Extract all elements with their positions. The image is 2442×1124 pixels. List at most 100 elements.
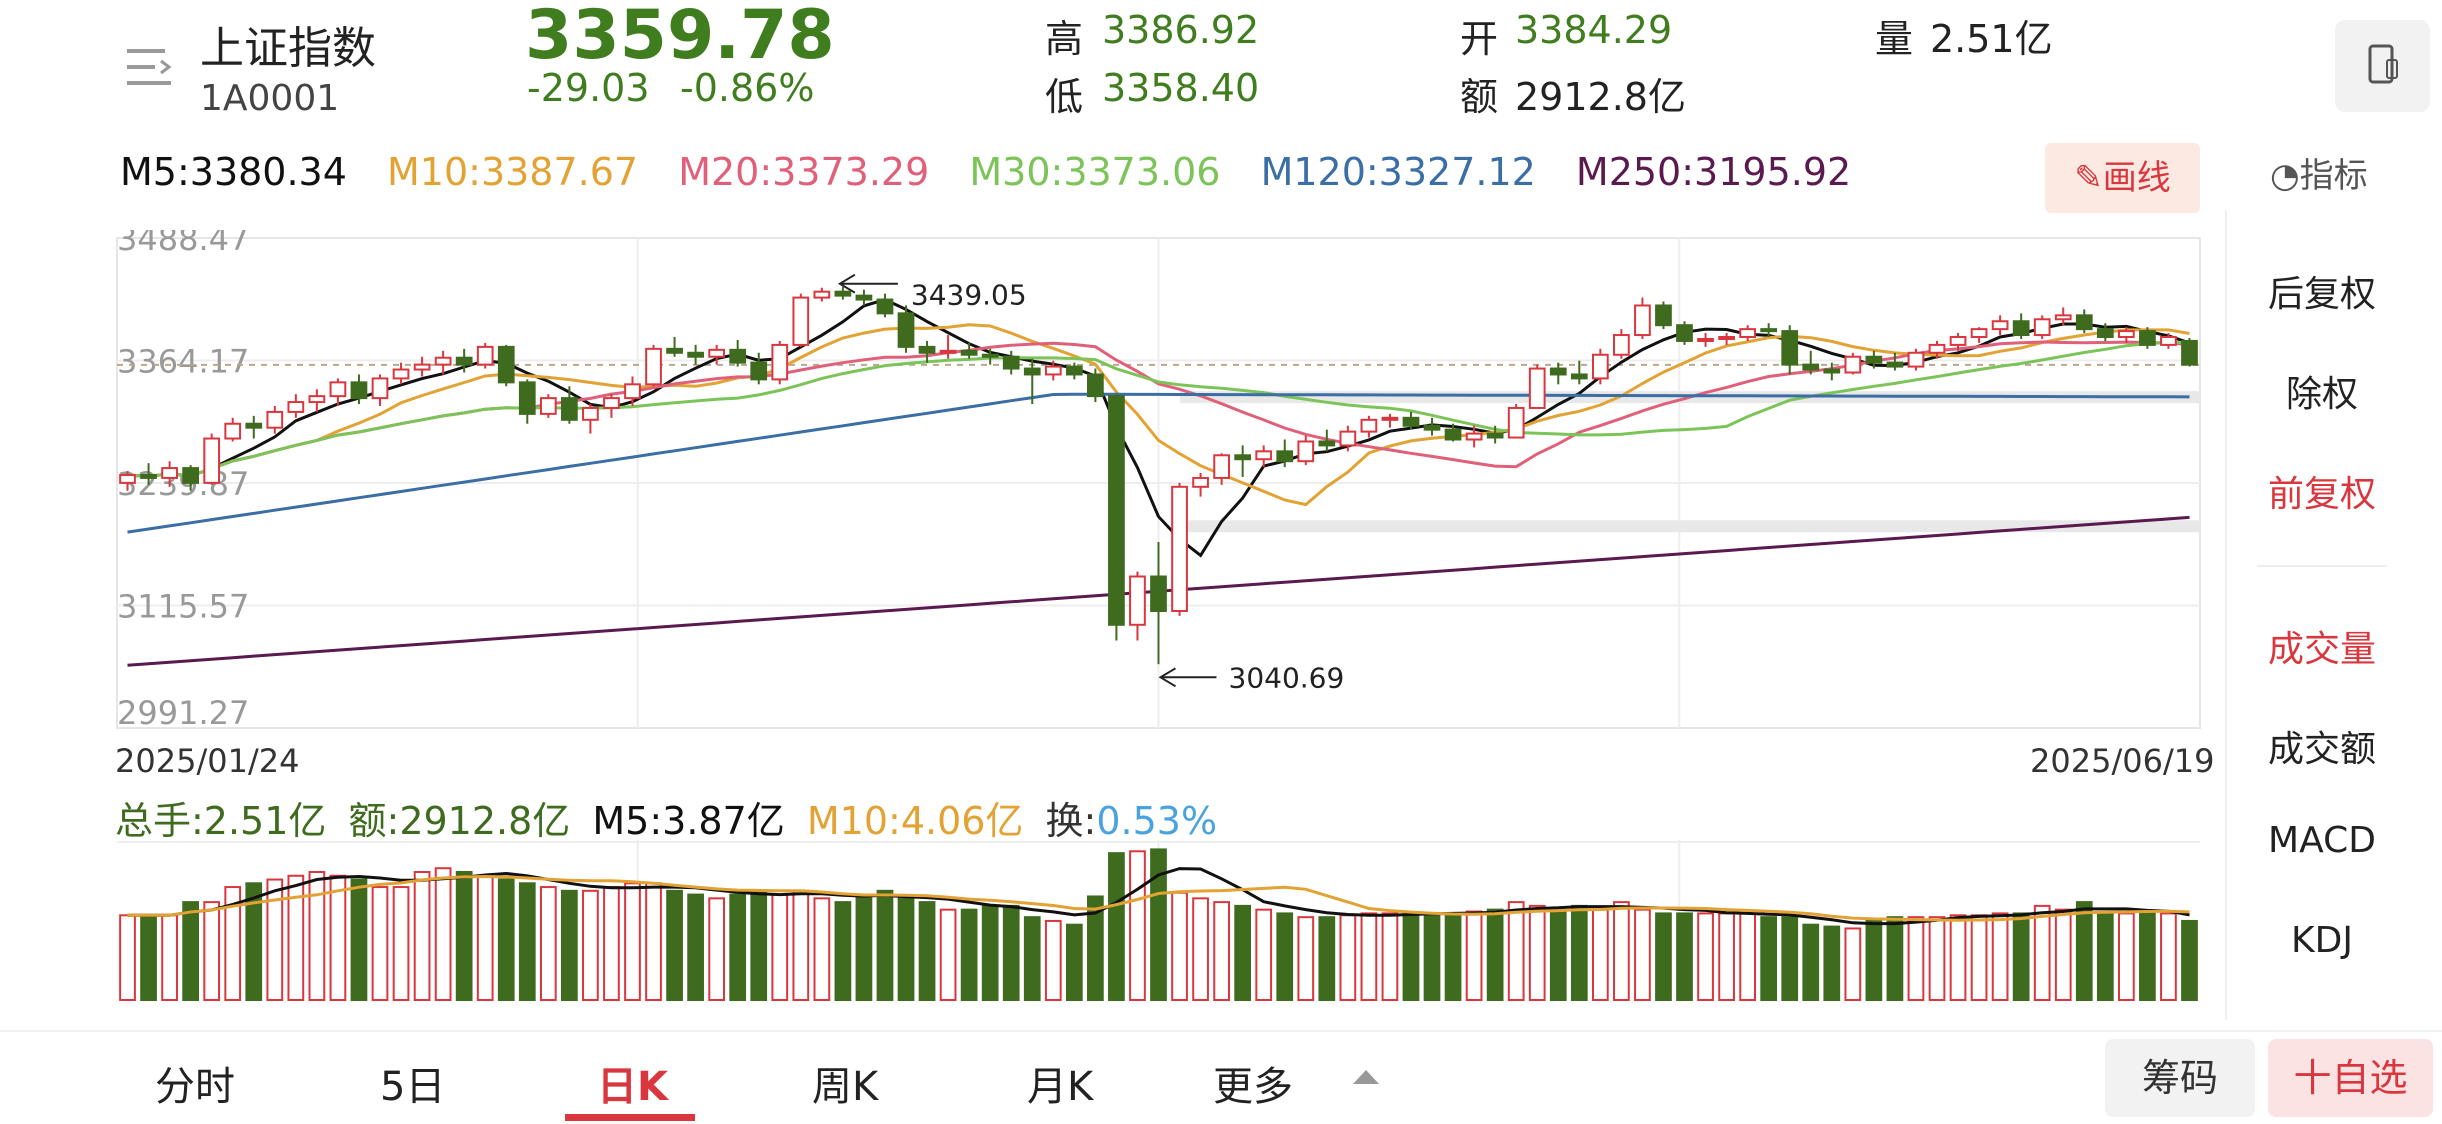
candle-body [1613, 334, 1630, 356]
ma10-label: M10:3387.67 [387, 150, 639, 194]
volume-bar [1318, 916, 1336, 1001]
candle-body [1697, 337, 1714, 342]
menu-icon[interactable] [125, 45, 175, 90]
volume-bar [266, 878, 284, 1001]
volume-m5: M5:3.87亿 [592, 799, 785, 843]
candle-body [1108, 395, 1125, 626]
tab-more[interactable]: 更多 [1213, 1064, 1293, 1110]
volume-bar [1486, 908, 1504, 1001]
tab-daily-k[interactable]: 日K [597, 1064, 668, 1110]
ma120-label: M120:3327.12 [1260, 150, 1536, 194]
candle-body [119, 473, 136, 484]
volume-value: 2.51亿 [1930, 17, 2053, 61]
tab-monthly-k[interactable]: 月K [1027, 1064, 1094, 1110]
candle-body [1886, 361, 1904, 368]
volume-bar [1928, 916, 1946, 1001]
candle-body [771, 343, 789, 381]
stock-name: 上证指数 [200, 23, 376, 74]
front-adjust-option[interactable]: 前复权 [2267, 474, 2376, 515]
amount-option[interactable]: 成交额 [2267, 729, 2376, 770]
candle-body [1991, 320, 2009, 331]
tab-5day[interactable]: 5日 [380, 1064, 446, 1110]
volume-bar [2139, 912, 2156, 1001]
no-adjust-option[interactable]: 除权 [2285, 374, 2358, 415]
volume-bar [203, 901, 221, 1001]
draw-line-button[interactable]: ✎画线 [2045, 143, 2200, 213]
candle-body [1129, 575, 1146, 626]
candle-body [245, 422, 263, 429]
y-tick-label: 3488.47 [117, 230, 249, 258]
volume-bar [1507, 901, 1525, 1001]
tab-weekly-k[interactable]: 周K [812, 1064, 879, 1110]
landscape-toggle-button[interactable] [2335, 20, 2430, 112]
candle-body [392, 368, 410, 380]
candle-body [729, 348, 747, 364]
volume-bar [119, 914, 136, 1001]
volume-bar [813, 897, 831, 1001]
candle-body [2033, 318, 2051, 337]
candle-body [1171, 485, 1188, 612]
kline-chart[interactable]: 3488.473364.173239.873115.572991.273439.… [0, 230, 2225, 790]
volume-bar [287, 874, 305, 1001]
volume-bar [1549, 908, 1567, 1001]
candle-body [1486, 432, 1504, 439]
add-watchlist-button[interactable]: 十自选 [2268, 1039, 2433, 1117]
volume-bar [708, 897, 726, 1001]
volume-bar [1213, 901, 1230, 1001]
ma5-label: M5:3380.34 [120, 150, 347, 194]
kdj-option[interactable]: KDJ [2291, 920, 2353, 961]
date-end: 2025/06/19 [2030, 742, 2215, 780]
ma20-label: M20:3373.29 [678, 150, 930, 194]
candle-body [1465, 432, 1483, 441]
candle-body [939, 349, 957, 354]
volume-bar [1234, 904, 1252, 1001]
ma250-label: M250:3195.92 [1575, 150, 1852, 194]
volume-bar [1760, 916, 1778, 1001]
volume-bar [561, 889, 578, 1001]
volume-bar [2096, 912, 2114, 1001]
annotation-high-arrowhead [837, 273, 856, 294]
volume-bar [1739, 912, 1756, 1001]
volume-bar [1255, 908, 1273, 1001]
volume-legend: 总手:2.51亿 额:2912.8亿 M5:3.87亿 M10:4.06亿 换:… [115, 790, 1217, 845]
candle-body [960, 349, 978, 356]
volume-chart[interactable] [0, 840, 2225, 1015]
volume-bar [1949, 914, 1967, 1001]
volume-bar [1676, 912, 1693, 1001]
chips-button[interactable]: 筹码 [2105, 1039, 2255, 1117]
stock-code: 1A0001 [200, 78, 340, 119]
current-price: 3359.78 [525, 0, 835, 75]
back-adjust-option[interactable]: 后复权 [2267, 274, 2376, 315]
candle-body [1276, 450, 1294, 463]
ma250-band [1180, 520, 2200, 533]
candle-body [603, 397, 620, 409]
candle-body [161, 467, 178, 479]
volume-bar [1444, 912, 1462, 1001]
volume-bar [1802, 923, 1820, 1001]
volume-option[interactable]: 成交量 [2267, 629, 2376, 670]
volume-bar [308, 871, 326, 1001]
volume-bar [1297, 916, 1315, 1001]
indicator-button[interactable]: ◔指标 [2270, 148, 2368, 197]
annotation-low-label: 3040.69 [1229, 661, 1345, 694]
candle-body [1507, 406, 1525, 439]
candle-body [1150, 575, 1167, 612]
amount-label: 额 [1460, 75, 1499, 119]
volume-bar [2160, 912, 2177, 1001]
annotation-high-label: 3439.05 [911, 279, 1027, 312]
volume-bar [350, 878, 368, 1001]
candle-body [813, 290, 831, 299]
candle-body [2096, 328, 2114, 339]
volume-bar [1065, 923, 1083, 1001]
candle-body [1781, 330, 1799, 366]
y-tick-label: 3115.57 [117, 588, 249, 626]
macd-option[interactable]: MACD [2268, 820, 2376, 861]
candle-body [2075, 314, 2093, 331]
candle-body [792, 296, 810, 346]
volume-bar [1002, 904, 1020, 1001]
candle-body [624, 383, 641, 400]
tab-intraday[interactable]: 分时 [155, 1064, 235, 1110]
ma120-line [127, 392, 2190, 534]
ma30-label: M30:3373.06 [969, 150, 1221, 194]
volume-bar [834, 901, 852, 1001]
